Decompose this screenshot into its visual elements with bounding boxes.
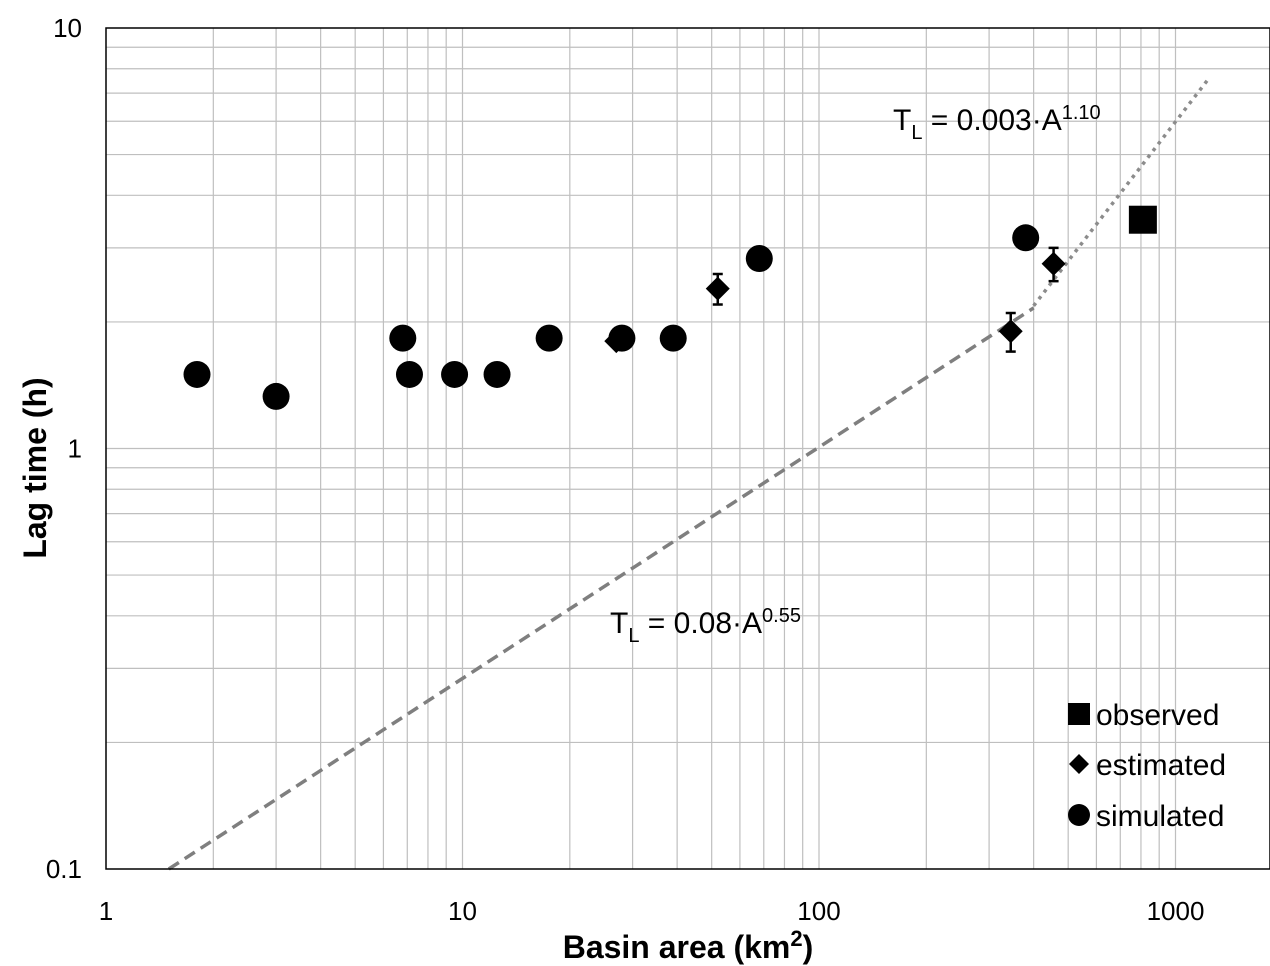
simulated-point [395, 360, 423, 388]
observed-point [1128, 205, 1157, 234]
grid [106, 28, 1270, 869]
simulated-point [745, 245, 773, 273]
plot-area-border [105, 27, 1270, 870]
simulated-point [441, 360, 469, 388]
tick-labels: 1 10 100 1000 0.1 1 10 [46, 13, 1205, 926]
x-tick-label: 1000 [1147, 896, 1205, 926]
y-tick-label: 0.1 [46, 854, 82, 884]
estimated-point [998, 319, 1023, 344]
legend-circle-marker [1068, 804, 1090, 826]
equation-dotted: TL = 0.003·A1.10 [893, 102, 1101, 144]
estimated-point [604, 329, 629, 354]
legend-label-simulated: simulated [1096, 800, 1224, 833]
simulated-point [1012, 224, 1040, 252]
fit-line-dotted [1032, 75, 1212, 307]
simulated-point [262, 382, 290, 410]
simulated-point [183, 360, 211, 388]
data-points [183, 205, 1157, 410]
simulated-point [535, 324, 563, 352]
equation-dashed: TL = 0.08·A0.55 [610, 605, 801, 647]
x-axis-title: Basin area (km2) [563, 926, 814, 965]
estimated-point [1041, 251, 1066, 276]
legend: observed estimated simulated [1068, 699, 1226, 833]
x-tick-label: 1 [99, 896, 113, 926]
fit-line-dashed [167, 306, 1035, 871]
legend-diamond-marker [1069, 754, 1089, 774]
x-tick-label: 10 [448, 896, 477, 926]
y-tick-label: 10 [53, 13, 82, 43]
fit-lines [167, 75, 1212, 871]
y-tick-label: 1 [68, 434, 82, 464]
estimated-point [705, 276, 730, 301]
legend-label-estimated: estimated [1096, 749, 1226, 782]
simulated-point [659, 324, 687, 352]
legend-square-marker [1068, 703, 1090, 725]
y-axis-title: Lag time (h) [17, 377, 53, 558]
simulated-point [483, 360, 511, 388]
legend-label-observed: observed [1096, 699, 1219, 732]
x-tick-label: 100 [797, 896, 840, 926]
simulated-point [389, 324, 417, 352]
